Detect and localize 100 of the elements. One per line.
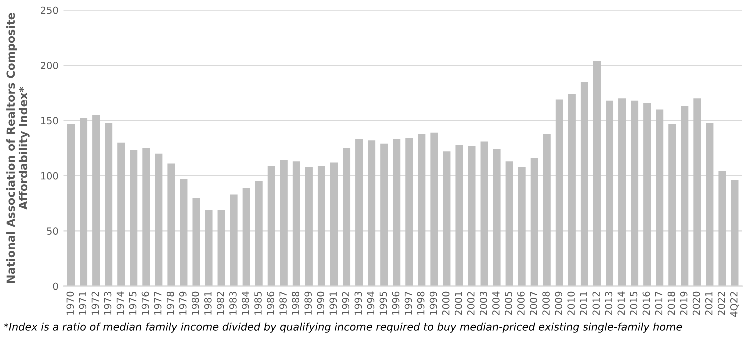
bar xyxy=(92,115,100,286)
bar xyxy=(681,106,689,286)
x-tick-label: 1986 xyxy=(267,292,274,315)
x-tick-label: 2011 xyxy=(580,292,588,316)
x-tick-label: 2021 xyxy=(705,292,713,316)
bar xyxy=(556,100,564,286)
x-tick-label: 2003 xyxy=(480,292,488,316)
x-tick-label: 1978 xyxy=(166,292,174,315)
bar xyxy=(618,98,626,286)
bar xyxy=(356,140,364,286)
bar xyxy=(430,132,438,286)
bar xyxy=(130,150,138,286)
x-tick-label: 1979 xyxy=(179,292,187,315)
x-tick-label: 1985 xyxy=(254,292,262,315)
bar xyxy=(205,210,213,286)
bar xyxy=(105,122,113,286)
text: *Index is a ratio of median family income divided by qualifying income required to buy median-priced existing single-family home xyxy=(4,322,682,333)
x-tick-label: 2001 xyxy=(454,292,462,316)
y-tick-label: 100 xyxy=(41,172,58,180)
x-tick-label: 2020 xyxy=(692,292,700,316)
x-tick-label: 2010 xyxy=(568,292,576,316)
bar xyxy=(218,210,226,286)
x-tick-label: 1999 xyxy=(430,292,438,315)
y-tick-label: 150 xyxy=(41,117,58,125)
bar xyxy=(343,148,351,286)
bar xyxy=(155,154,163,286)
bar xyxy=(230,194,238,286)
x-tick-label: 1996 xyxy=(392,292,400,315)
x-tick-label: 2009 xyxy=(555,292,562,316)
bar xyxy=(593,61,601,286)
x-tick-label: 2014 xyxy=(618,292,626,316)
x-tick-label: 1982 xyxy=(217,292,224,315)
x-tick-label: 1987 xyxy=(280,292,287,315)
bar xyxy=(606,100,614,286)
bar xyxy=(80,118,88,286)
x-tick-label: 1973 xyxy=(104,292,112,315)
bar xyxy=(280,160,288,286)
x-tick-label: 2019 xyxy=(680,292,688,316)
x-tick-label: 1994 xyxy=(367,292,375,315)
bar xyxy=(305,167,313,286)
bar xyxy=(656,110,664,286)
y-tick-label: 200 xyxy=(41,62,58,70)
bar xyxy=(644,103,652,286)
bar xyxy=(694,98,702,286)
bar xyxy=(292,162,300,286)
bar xyxy=(468,146,476,286)
x-tick-label: 2002 xyxy=(467,292,475,316)
x-tick-label: 2006 xyxy=(518,292,525,316)
bar xyxy=(506,162,514,286)
bar xyxy=(180,179,188,286)
bar xyxy=(330,162,338,286)
bar xyxy=(543,134,551,286)
bar xyxy=(530,158,538,286)
y-tick-label: 50 xyxy=(47,228,58,235)
x-tick-label: 1977 xyxy=(154,292,162,315)
x-tick-label: 2007 xyxy=(530,292,538,316)
bar xyxy=(368,140,376,286)
x-tick-label: 1980 xyxy=(192,292,200,315)
x-tick-label: 1974 xyxy=(116,292,124,315)
bar xyxy=(456,145,464,286)
bar xyxy=(706,122,714,286)
x-tick-label: 1991 xyxy=(330,292,338,315)
x-tick-label: 1981 xyxy=(204,292,212,315)
bar xyxy=(731,180,739,286)
bar xyxy=(255,181,263,286)
bar xyxy=(580,82,588,286)
x-tick-label: 1972 xyxy=(92,292,100,315)
x-tick-label: 2016 xyxy=(642,292,650,316)
bar xyxy=(242,188,250,286)
bar xyxy=(443,152,451,286)
x-tick-label: 1990 xyxy=(317,292,325,315)
y-tick-label: 250 xyxy=(41,6,58,14)
x-tick-label: 1983 xyxy=(230,292,237,315)
x-tick-label: 2012 xyxy=(592,292,600,316)
x-tick-label: 1984 xyxy=(242,292,250,315)
x-tick-label: 2005 xyxy=(505,292,512,316)
x-tick-label: 1989 xyxy=(304,292,312,315)
x-tick-label: 2015 xyxy=(630,292,638,316)
x-tick-label: 1976 xyxy=(142,292,150,315)
x-tick-label: 2000 xyxy=(442,292,450,316)
x-tick-label: 1998 xyxy=(417,292,425,315)
x-tick-label: 1988 xyxy=(292,292,300,315)
bar xyxy=(631,100,639,286)
bar xyxy=(480,142,488,286)
x-tick-label: 1970 xyxy=(66,292,74,315)
bar xyxy=(192,198,200,286)
x-tick-label: 1995 xyxy=(380,292,388,315)
x-tick-label: 4Q22 xyxy=(730,292,739,317)
y-axis-title: National Association of Realtors Composite Affordability Index* xyxy=(6,13,30,284)
bar xyxy=(518,167,526,286)
x-tick-label: 2018 xyxy=(668,292,676,316)
x-tick-label: 1997 xyxy=(404,292,412,315)
bar xyxy=(406,138,414,286)
y-tick-label: 0 xyxy=(53,282,58,290)
x-tick-label: 2008 xyxy=(542,292,550,316)
bar xyxy=(418,134,426,286)
bar xyxy=(380,144,388,286)
bar xyxy=(668,124,676,286)
x-tick-label: 1992 xyxy=(342,292,350,315)
bar xyxy=(568,94,576,286)
